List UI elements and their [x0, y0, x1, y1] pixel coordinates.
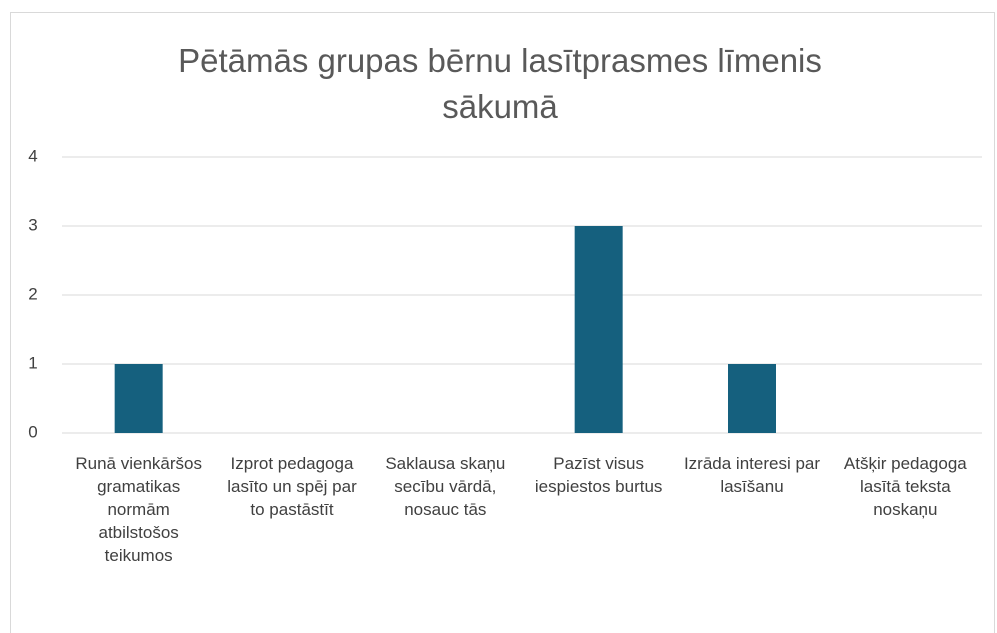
x-tick-label: Izrāda interesi par lasīšanu	[683, 454, 821, 496]
y-tick-label: 0	[28, 422, 37, 441]
bar	[574, 226, 623, 433]
x-tick-label: Izprot pedagoga lasīto un spēj par to pa…	[227, 454, 357, 519]
y-tick-label: 2	[28, 284, 37, 303]
bar	[114, 364, 163, 433]
x-tick-label: Pazīst visus iespiestos burtus	[534, 454, 663, 496]
x-tick-label: Atšķir pedagoga lasītā teksta noskaņu	[843, 454, 967, 519]
y-tick-label: 4	[28, 146, 37, 165]
x-tick-label: Saklausa skaņu secību vārdā, nosauc tās	[385, 454, 506, 519]
y-tick-label: 1	[28, 353, 37, 372]
bar	[728, 364, 776, 433]
chart-title: Pētāmās grupas bērnu lasītprasmes līmeni…	[178, 42, 822, 125]
y-tick-label: 3	[28, 215, 37, 234]
chart-frame	[10, 12, 995, 633]
x-tick-label: Runā vienkāršos gramatikas normām atbils…	[75, 454, 202, 565]
